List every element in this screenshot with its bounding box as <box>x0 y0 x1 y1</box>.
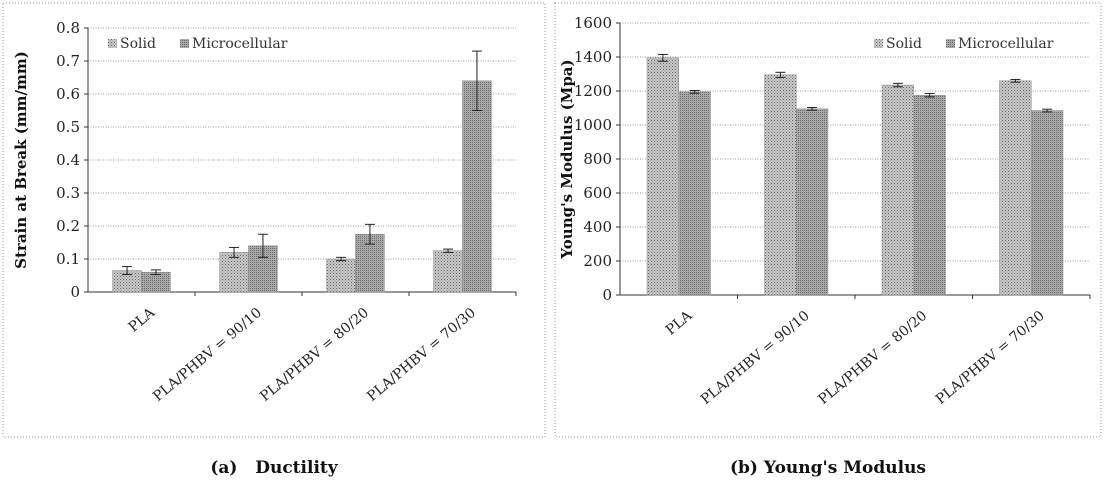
y-tick-label: 0.7 <box>56 52 80 70</box>
y-tick-label: 0.8 <box>56 19 80 37</box>
bar-solid <box>219 252 249 293</box>
category-label: PLA/PHBV = 90/10 <box>150 305 265 405</box>
chart-frame <box>554 2 1102 438</box>
category-label: PLA/PHBV = 90/10 <box>698 308 813 408</box>
y-tick-label: 0.3 <box>56 184 80 202</box>
y-tick-label: 400 <box>583 218 612 236</box>
caption-label-a: (a) <box>210 458 238 478</box>
bar-microcellular <box>462 80 492 293</box>
caption-ductility: (a) Ductility <box>0 458 548 478</box>
category-label: PLA <box>663 307 696 338</box>
y-tick-label: 1600 <box>574 14 612 32</box>
y-tick-label: 600 <box>583 184 612 202</box>
y-tick-label: 0.2 <box>56 217 80 235</box>
legend-label-microcellular: Microcellular <box>958 36 1054 52</box>
bar-microcellular <box>913 95 946 296</box>
legend-label-microcellular: Microcellular <box>192 36 288 52</box>
bar-solid <box>646 57 680 296</box>
y-tick-label: 1000 <box>574 116 612 134</box>
chart-ductility: 0 0.1 0.2 0.3 0.4 0.5 0.6 0.7 0.8 Strain at Break… <box>2 2 546 438</box>
y-tick-label: 0 <box>602 286 612 304</box>
caption-title-b: Young's Modulus <box>763 458 926 478</box>
bar-microcellular <box>355 234 385 293</box>
bar-microcellular <box>678 91 711 296</box>
bar-solid <box>433 250 463 293</box>
legend-swatch-microcellular <box>180 39 189 48</box>
legend-label-solid: Solid <box>120 36 156 52</box>
caption-youngs-modulus: (b) Young's Modulus <box>552 458 1104 478</box>
bar-solid <box>999 80 1032 296</box>
bar-solid <box>881 84 914 296</box>
y-tick-label: 0.1 <box>56 250 80 268</box>
y-tick-label: 1400 <box>574 48 612 66</box>
y-tick-label: 0.4 <box>56 151 80 169</box>
bar-microcellular <box>1031 110 1064 296</box>
y-tick-label: 800 <box>583 150 612 168</box>
y-tick-label: 1200 <box>574 82 612 100</box>
y-axis-label: Young's Modulus (Mpa) <box>558 59 576 259</box>
y-tick-label: 0.5 <box>56 118 80 136</box>
bar-microcellular <box>141 271 171 293</box>
category-label: PLA <box>126 304 159 335</box>
y-tick-label: 0 <box>70 283 80 301</box>
legend-swatch-solid <box>108 39 117 48</box>
y-tick-label: 200 <box>583 252 612 270</box>
category-label: PLA/PHBV = 80/20 <box>815 308 930 408</box>
legend-swatch-solid <box>874 39 883 48</box>
legend-swatch-microcellular <box>946 39 955 48</box>
chart-youngs-modulus: 0 200 400 600 800 1000 1200 1400 1600 Young's Mod… <box>554 2 1102 438</box>
caption-label-b: (b) <box>730 458 758 478</box>
legend-label-solid: Solid <box>886 36 922 52</box>
caption-title-a: Ductility <box>255 458 338 478</box>
bar-solid <box>764 74 797 296</box>
y-axis-label: Strain at Break (mm/mm) <box>12 51 30 269</box>
category-label: PLA/PHBV = 80/20 <box>257 305 372 405</box>
category-label: PLA/PHBV = 70/30 <box>933 308 1048 408</box>
bar-microcellular <box>796 108 829 296</box>
chart-frame <box>2 2 546 438</box>
bar-solid <box>326 258 356 293</box>
y-tick-label: 0.6 <box>56 85 80 103</box>
category-label: PLA/PHBV = 70/30 <box>364 305 479 405</box>
